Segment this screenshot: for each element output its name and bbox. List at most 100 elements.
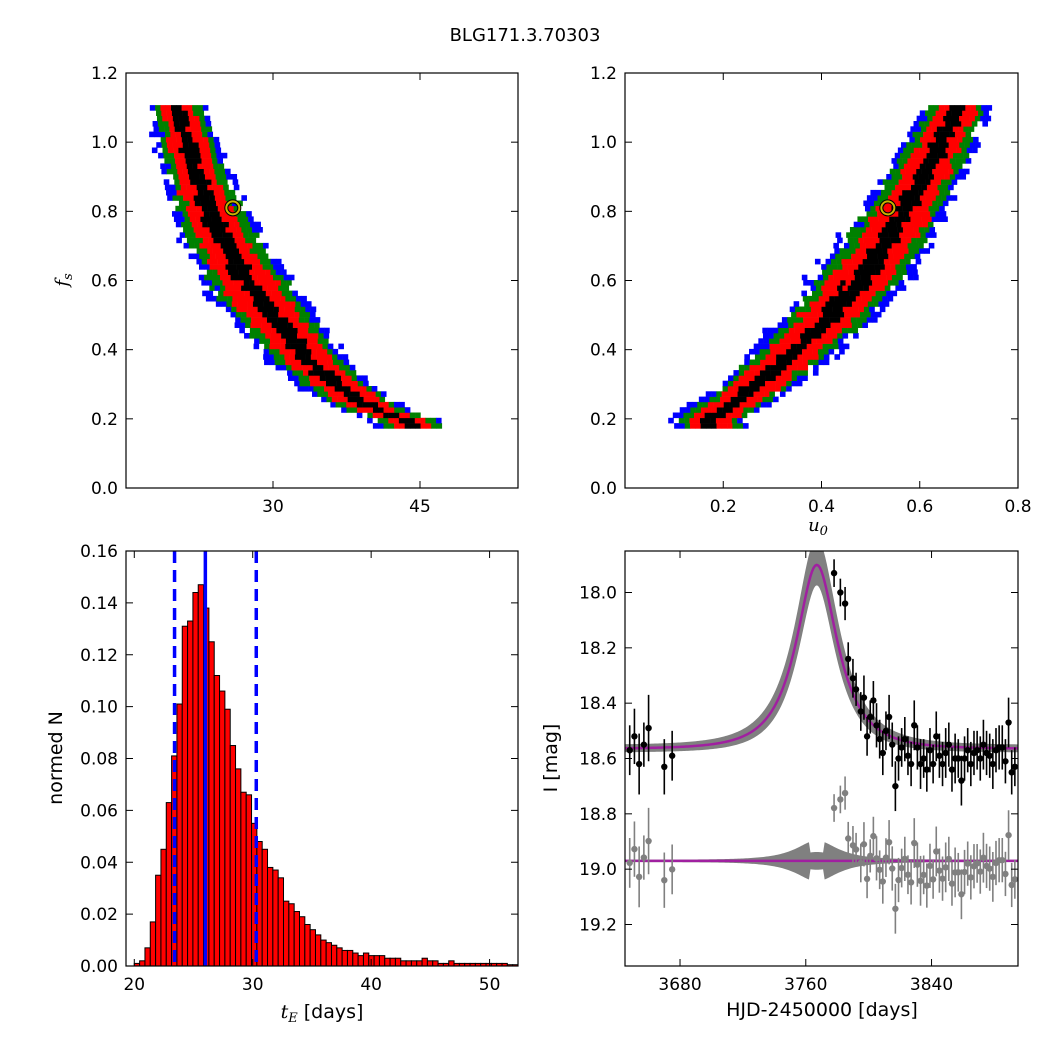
heatmap-cell [854, 274, 861, 281]
heatmap-cell [409, 423, 416, 429]
heatmap-cell [967, 110, 974, 116]
heatmap-cell [212, 205, 219, 212]
heatmap-cell [235, 274, 242, 281]
heatmap-cell [754, 348, 760, 355]
histogram-bar [352, 952, 359, 966]
heatmap-cell [213, 189, 220, 196]
y-tick-label: 0.14 [80, 594, 118, 614]
heatmap-cell [328, 364, 335, 371]
heatmap-cell [167, 147, 174, 154]
heatmap-cell [804, 327, 811, 334]
heatmap-cell [930, 232, 937, 238]
heatmap-cell [172, 115, 179, 122]
heatmap-cell [907, 189, 914, 196]
heatmap-cell [254, 258, 261, 265]
heatmap-cell [874, 285, 880, 291]
heatmap-cell [746, 396, 753, 403]
heatmap-cell [222, 269, 229, 275]
heatmap-cell [928, 105, 934, 111]
heatmap-cell [191, 184, 197, 191]
heatmap-cell [179, 152, 185, 159]
residual-point [999, 856, 1006, 864]
heatmap-cell [260, 290, 267, 297]
heatmap-cell [816, 338, 823, 344]
heatmap-cell [288, 317, 294, 323]
heatmap-cell [235, 317, 241, 323]
data-point [873, 722, 880, 729]
heatmap-cell [165, 136, 172, 143]
heatmap-cell [865, 227, 872, 233]
heatmap-cell [957, 136, 963, 143]
heatmap-cell [942, 200, 949, 207]
heatmap-cell [221, 216, 228, 222]
heatmap-cell [737, 417, 743, 424]
heatmap-cell [762, 333, 769, 339]
heatmap-cell [273, 354, 280, 360]
panel-tE-histogram: 20 30 40 500.000.020.040.060.080.100.120.14… [80, 542, 519, 995]
heatmap-cell [690, 407, 696, 413]
heatmap-cell [723, 401, 730, 408]
heatmap-cell [844, 311, 850, 318]
heatmap-cell [863, 264, 870, 270]
heatmap-cell [802, 359, 809, 366]
heatmap-cell [211, 280, 218, 286]
heatmap-cell [907, 158, 913, 164]
heatmap-cell [777, 322, 784, 328]
heatmap-cell [897, 147, 904, 154]
heatmap-cell [175, 158, 181, 164]
heatmap-cell [249, 290, 256, 297]
heatmap-cell [856, 232, 863, 238]
heatmap-cell [898, 163, 905, 169]
heatmap-cell [275, 333, 282, 339]
heatmap-cell [916, 184, 922, 191]
heatmap-cell [204, 174, 211, 180]
heatmap-cell [227, 280, 234, 286]
heatmap-cell [282, 317, 289, 323]
heatmap-cell [838, 311, 845, 318]
heatmap-cell [806, 343, 813, 350]
residual-point [1002, 870, 1009, 878]
heatmap-cell [934, 121, 941, 127]
heatmap-cell [248, 216, 254, 222]
heatmap-cell [305, 354, 312, 360]
heatmap-cell [738, 370, 745, 376]
heatmap-cell [868, 285, 875, 291]
heatmap-cell [180, 131, 187, 138]
heatmap-cell [854, 290, 860, 297]
heatmap-cell [727, 386, 734, 392]
heatmap-cell [826, 333, 833, 339]
heatmap-cell [919, 163, 926, 169]
heatmap-cell [290, 343, 297, 350]
heatmap-cell [180, 205, 187, 212]
heatmap-cell [241, 227, 247, 233]
heatmap-cell [870, 242, 877, 249]
heatmap-cell [281, 327, 288, 334]
heatmap-cell [926, 152, 933, 159]
heatmap-cell [760, 401, 767, 408]
heatmap-cell [928, 174, 935, 180]
heatmap-cell [961, 147, 968, 154]
heatmap-cell [825, 258, 832, 265]
heatmap-cell [346, 375, 352, 381]
heatmap-cell [176, 237, 182, 244]
panel-fs-vs-u0: 0.2 0.4 0.6 0.80.00.20.40.60.81.01.2 [590, 64, 1032, 517]
heatmap-cell [378, 423, 384, 429]
heatmap-cell [259, 269, 266, 275]
heatmap-cell [836, 301, 842, 307]
heatmap-cell [237, 216, 244, 222]
histogram-bar [229, 745, 237, 966]
heatmap-cell [818, 359, 825, 366]
heatmap-cell [310, 311, 316, 318]
heatmap-cell [770, 375, 777, 381]
heatmap-cell [261, 322, 267, 328]
heatmap-cell [883, 301, 890, 307]
heatmap-cell [911, 264, 917, 270]
heatmap-cell [310, 306, 317, 313]
heatmap-cell [207, 290, 214, 297]
heatmap-cell [259, 280, 266, 286]
heatmap-cell [294, 354, 301, 360]
heatmap-cell [230, 285, 237, 291]
heatmap-cell [204, 264, 210, 270]
residual-point [942, 864, 949, 871]
heatmap-cell [366, 386, 373, 392]
